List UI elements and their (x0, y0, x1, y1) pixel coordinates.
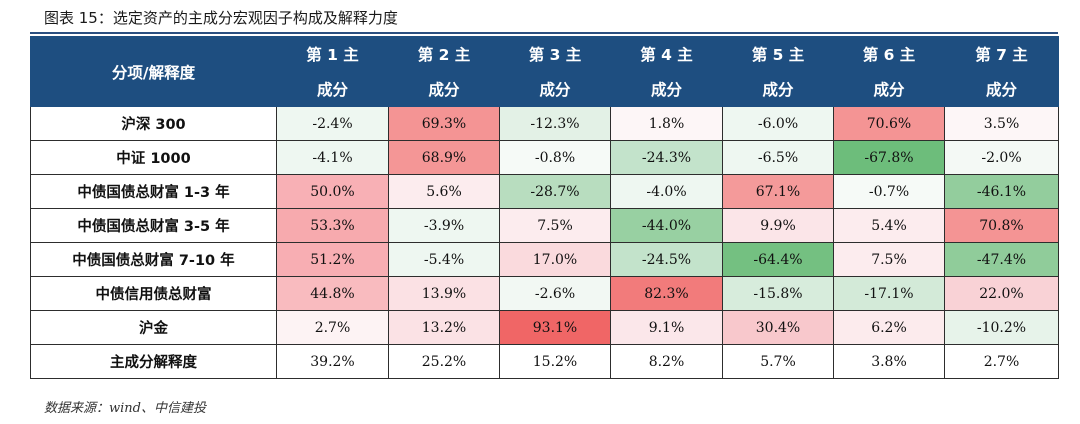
value-cell: -6.5% (722, 140, 834, 175)
column-header-line2: 成分 (388, 71, 500, 107)
table-header: 分项/解释度 第 1 主第 2 主第 3 主第 4 主第 5 主第 6 主第 7… (30, 36, 1059, 107)
row-label: 中债信用债总财富 (30, 276, 277, 311)
value-cell: 67.1% (722, 174, 834, 209)
pca-factor-table: 分项/解释度 第 1 主第 2 主第 3 主第 4 主第 5 主第 6 主第 7… (30, 36, 1059, 379)
table-row: 中债国债总财富 3-5 年 53.3% -3.9% 7.5% -44.0% 9.9% 5.4… (30, 208, 1059, 243)
value-cell: -4.0% (610, 174, 723, 209)
row-label: 中债国债总财富 3-5 年 (30, 208, 277, 243)
row-label: 中债国债总财富 7-10 年 (30, 242, 277, 277)
value-cell: 53.3% (276, 208, 389, 243)
value-cell: -2.0% (944, 140, 1059, 175)
row-label: 主成分解释度 (30, 344, 277, 379)
value-cell: 68.9% (388, 140, 500, 175)
table-row: 中债国债总财富 7-10 年 51.2% -5.4% 17.0% -24.5% -64.4… (30, 242, 1059, 277)
value-cell: -0.7% (833, 174, 945, 209)
value-cell: 2.7% (944, 344, 1059, 379)
value-cell: 17.0% (499, 242, 611, 277)
value-cell: -2.4% (276, 106, 389, 141)
value-cell: 3.8% (833, 344, 945, 379)
value-cell: -12.3% (499, 106, 611, 141)
table-row: 中证 1000 -4.1% 68.9% -0.8% -24.3% -6.5% -67.8% -… (30, 140, 1059, 175)
value-cell: -64.4% (722, 242, 834, 277)
column-header-line2: 成分 (610, 71, 723, 107)
value-cell: -6.0% (722, 106, 834, 141)
value-cell: 93.1% (499, 310, 611, 345)
table-body: 沪深 300 -2.4% 69.3% -12.3% 1.8% -6.0% 70.6% 3.5%… (30, 106, 1059, 379)
column-header-line1: 第 1 主 (276, 36, 389, 72)
value-cell: -17.1% (833, 276, 945, 311)
column-header-line2: 成分 (722, 71, 834, 107)
value-cell: 8.2% (610, 344, 723, 379)
value-cell: 9.1% (610, 310, 723, 345)
value-cell: -44.0% (610, 208, 723, 243)
column-header-line2: 成分 (499, 71, 611, 107)
value-cell: 7.5% (499, 208, 611, 243)
row-label: 沪金 (30, 310, 277, 345)
value-cell: -0.8% (499, 140, 611, 175)
value-cell: 13.2% (388, 310, 500, 345)
value-cell: -2.6% (499, 276, 611, 311)
value-cell: 44.8% (276, 276, 389, 311)
column-header-line2: 成分 (944, 71, 1059, 107)
value-cell: 70.6% (833, 106, 945, 141)
table-row: 沪金 2.7% 13.2% 93.1% 9.1% 30.4% 6.2% -10.2% (30, 310, 1059, 345)
column-header-line1: 第 4 主 (610, 36, 723, 72)
value-cell: -15.8% (722, 276, 834, 311)
value-cell: -24.5% (610, 242, 723, 277)
table-row: 主成分解释度 39.2% 25.2% 15.2% 8.2% 5.7% 3.8% 2.7% (30, 344, 1059, 379)
value-cell: 2.7% (276, 310, 389, 345)
value-cell: 39.2% (276, 344, 389, 379)
column-header-line2: 成分 (276, 71, 389, 107)
value-cell: -3.9% (388, 208, 500, 243)
value-cell: 22.0% (944, 276, 1059, 311)
value-cell: 3.5% (944, 106, 1059, 141)
value-cell: -4.1% (276, 140, 389, 175)
table-row: 中债信用债总财富 44.8% 13.9% -2.6% 82.3% -15.8% -17.1%… (30, 276, 1059, 311)
column-header-line1: 第 7 主 (944, 36, 1059, 72)
row-label: 中债国债总财富 1-3 年 (30, 174, 277, 209)
value-cell: 5.7% (722, 344, 834, 379)
corner-header: 分项/解释度 (30, 36, 277, 107)
column-header-line1: 第 5 主 (722, 36, 834, 72)
data-source-note: 数据来源：wind、中信建投 (44, 401, 206, 416)
value-cell: -10.2% (944, 310, 1059, 345)
column-header-line2: 成分 (833, 71, 945, 107)
value-cell: 30.4% (722, 310, 834, 345)
value-cell: 5.4% (833, 208, 945, 243)
value-cell: 15.2% (499, 344, 611, 379)
value-cell: 50.0% (276, 174, 389, 209)
column-header-line1: 第 3 主 (499, 36, 611, 72)
table-row: 中债国债总财富 1-3 年 50.0% 5.6% -28.7% -4.0% 67.1% -0… (30, 174, 1059, 209)
value-cell: 5.6% (388, 174, 500, 209)
table-row: 沪深 300 -2.4% 69.3% -12.3% 1.8% -6.0% 70.6% 3.5% (30, 106, 1059, 141)
value-cell: 51.2% (276, 242, 389, 277)
value-cell: -24.3% (610, 140, 723, 175)
value-cell: 82.3% (610, 276, 723, 311)
value-cell: 69.3% (388, 106, 500, 141)
title-rule (30, 32, 1058, 34)
row-label: 中证 1000 (30, 140, 277, 175)
value-cell: 13.9% (388, 276, 500, 311)
value-cell: 7.5% (833, 242, 945, 277)
row-label: 沪深 300 (30, 106, 277, 141)
column-header-line1: 第 2 主 (388, 36, 500, 72)
value-cell: 25.2% (388, 344, 500, 379)
value-cell: -67.8% (833, 140, 945, 175)
column-header-line1: 第 6 主 (833, 36, 945, 72)
value-cell: 6.2% (833, 310, 945, 345)
value-cell: 1.8% (610, 106, 723, 141)
value-cell: 70.8% (944, 208, 1059, 243)
figure-title: 图表 15：选定资产的主成分宏观因子构成及解释力度 (44, 9, 398, 27)
value-cell: -46.1% (944, 174, 1059, 209)
value-cell: 9.9% (722, 208, 834, 243)
value-cell: -5.4% (388, 242, 500, 277)
value-cell: -47.4% (944, 242, 1059, 277)
value-cell: -28.7% (499, 174, 611, 209)
